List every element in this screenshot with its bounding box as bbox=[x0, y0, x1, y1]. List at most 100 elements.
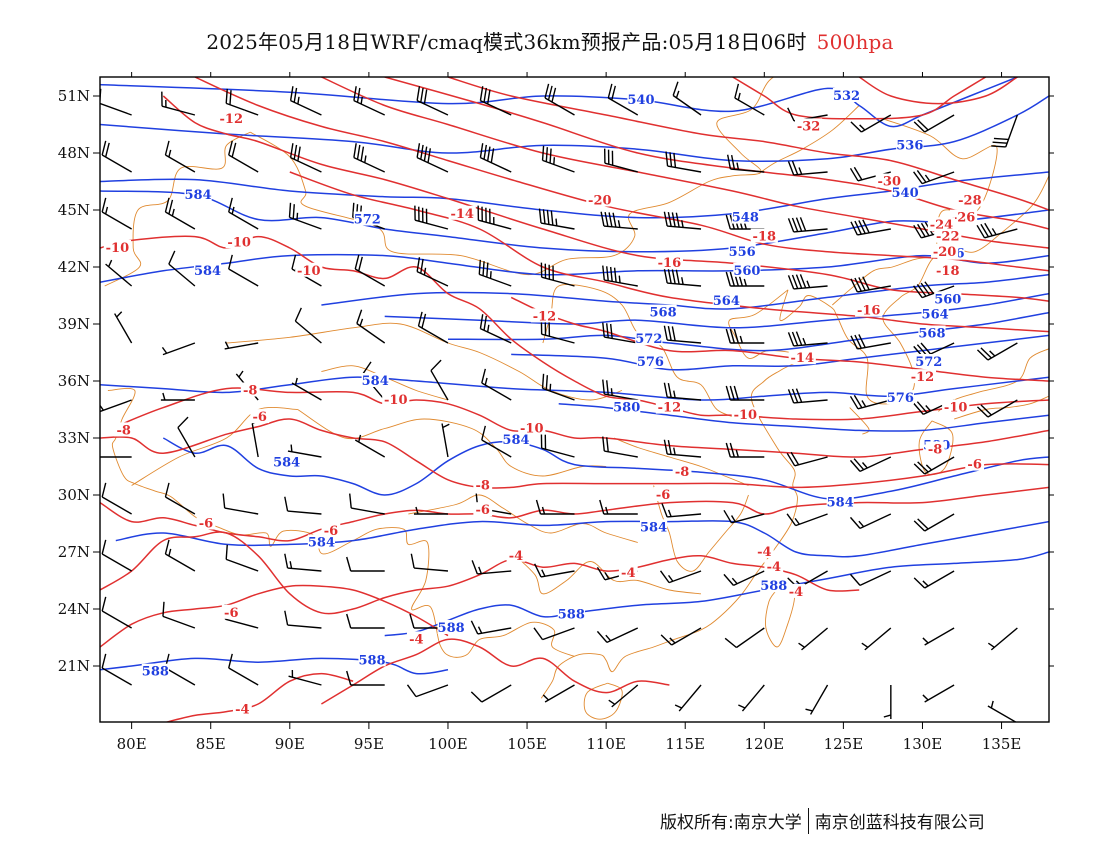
temperature-label-bg bbox=[232, 701, 252, 716]
temperature-label: -6 bbox=[253, 410, 267, 425]
temperature-label: -4 bbox=[621, 566, 635, 581]
wind-barb bbox=[787, 274, 828, 290]
wind-barb bbox=[441, 423, 450, 458]
wind-barb bbox=[987, 700, 1018, 722]
wind-barb bbox=[672, 81, 702, 116]
temperature-label: -16 bbox=[857, 304, 881, 319]
wind-barb bbox=[540, 433, 575, 458]
geopotential-label-bg bbox=[639, 519, 668, 534]
wind-barb bbox=[288, 202, 322, 230]
y-tick-label: 27N bbox=[58, 543, 90, 561]
title-level: 500hpa bbox=[816, 30, 894, 54]
temperature-label-bg bbox=[786, 583, 806, 598]
wind-barb bbox=[600, 211, 638, 230]
wind-barb bbox=[734, 83, 765, 116]
temperature-label-bg bbox=[406, 631, 426, 646]
wind-barb bbox=[228, 140, 259, 173]
wind-barb bbox=[541, 145, 575, 173]
geopotential-contour bbox=[100, 657, 449, 675]
geopotential-contour bbox=[321, 273, 1049, 310]
geopotential-label-bg bbox=[307, 534, 336, 549]
boundary-line bbox=[408, 494, 638, 543]
wind-barb bbox=[661, 503, 702, 518]
wind-barb bbox=[987, 627, 1018, 651]
geopotential-label: 532 bbox=[833, 89, 860, 104]
temperature-label-bg bbox=[927, 217, 956, 232]
wind-barb bbox=[663, 439, 702, 458]
wind-barb bbox=[850, 114, 892, 133]
y-tick-label: 39N bbox=[58, 315, 90, 333]
y-tick-label: 45N bbox=[58, 201, 90, 219]
temperature-label: -4 bbox=[757, 545, 771, 560]
wind-barb bbox=[478, 259, 512, 287]
geopotential-label-bg bbox=[896, 137, 924, 152]
boundary-line bbox=[107, 387, 575, 658]
temperature-label: -6 bbox=[967, 458, 981, 473]
geopotential-label: 588 bbox=[142, 665, 169, 680]
temperature-contour bbox=[164, 672, 354, 722]
temperature-label-bg bbox=[934, 228, 962, 243]
temperature-label: -6 bbox=[199, 517, 213, 532]
temperature-label-bg bbox=[217, 110, 245, 125]
temperature-label: -8 bbox=[675, 465, 689, 480]
wind-barb bbox=[725, 328, 765, 344]
boundary-line bbox=[953, 395, 1049, 420]
temperature-contour bbox=[162, 95, 1049, 302]
title-main: 2025年05月18日WRF/cmaq模式36km预报产品:05月18日06时 bbox=[206, 30, 807, 54]
wind-barb bbox=[723, 570, 765, 587]
wind-barb bbox=[417, 311, 449, 344]
geopotential-label-bg bbox=[918, 325, 946, 340]
wind-barb bbox=[410, 553, 449, 572]
temperature-label: -14 bbox=[791, 351, 815, 366]
temperature-label-bg bbox=[653, 487, 673, 501]
temperature-contour bbox=[100, 418, 1049, 489]
y-tick-label: 21N bbox=[58, 657, 90, 675]
wind-barb bbox=[413, 506, 448, 515]
wind-barb bbox=[541, 373, 575, 401]
wind-barb bbox=[849, 456, 892, 473]
wind-barb bbox=[849, 513, 892, 530]
y-tick-label: 36N bbox=[58, 372, 90, 390]
geopotential-label-bg bbox=[891, 184, 919, 199]
wind-barb bbox=[105, 259, 133, 287]
geopotential-label: 536 bbox=[896, 138, 923, 153]
temperature-label-bg bbox=[196, 515, 216, 530]
temperature-label-bg bbox=[875, 173, 903, 188]
chart-title: 2025年05月18日WRF/cmaq模式36km预报产品:05月18日06时 5… bbox=[0, 26, 1100, 55]
boundary-line bbox=[583, 682, 623, 720]
geopotential-label-bg bbox=[886, 390, 914, 405]
wind-barb bbox=[674, 684, 702, 712]
geopotential-label: 540 bbox=[891, 186, 918, 201]
footer-separator bbox=[807, 808, 809, 834]
geopotential-label: 548 bbox=[732, 211, 759, 226]
geopotential-label-bg bbox=[613, 399, 641, 414]
wind-barb bbox=[787, 217, 828, 233]
wind-barb bbox=[726, 154, 765, 173]
geopotential-label: 572 bbox=[915, 355, 942, 370]
temperature-label-bg bbox=[295, 262, 323, 277]
wind-barb bbox=[849, 166, 892, 182]
temperature-label: -6 bbox=[656, 488, 670, 503]
wind-barb bbox=[101, 596, 132, 629]
temperature-label: -14 bbox=[450, 207, 474, 222]
geopotential-label-bg bbox=[731, 209, 759, 224]
wind-barbs bbox=[100, 81, 1019, 722]
temperature-label-bg bbox=[321, 523, 341, 538]
geopotential-label-bg bbox=[733, 262, 761, 277]
wind-barb bbox=[786, 451, 828, 467]
wind-barb bbox=[470, 620, 512, 635]
wind-barb bbox=[849, 394, 892, 410]
wind-barb bbox=[284, 610, 322, 629]
wind-barb bbox=[100, 399, 132, 413]
wind-barb bbox=[430, 359, 449, 401]
temperature-label-bg bbox=[518, 420, 546, 435]
boundary-line bbox=[131, 406, 298, 486]
wind-barb bbox=[471, 560, 512, 575]
wind-barb bbox=[164, 140, 196, 173]
geopotential-label: 580 bbox=[613, 401, 640, 416]
wind-barb bbox=[805, 684, 829, 715]
x-tick-label: 110E bbox=[586, 735, 626, 753]
geopotential-label-bg bbox=[193, 262, 222, 277]
wind-barb bbox=[659, 570, 702, 584]
company-text: 南京创蓝科技有限公司 bbox=[814, 813, 985, 833]
